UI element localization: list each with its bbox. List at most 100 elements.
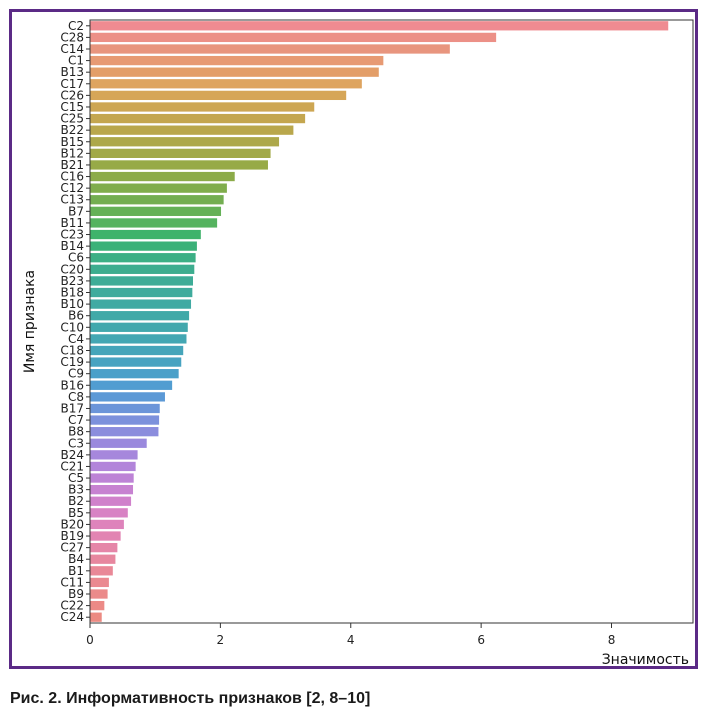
bar-c22 (90, 600, 105, 611)
bar-b24 (90, 450, 138, 460)
y-tick-label: B22 (60, 123, 84, 137)
y-tick-label: C13 (60, 193, 84, 207)
y-tick-label: C6 (68, 251, 84, 265)
y-tick-label: B1 (68, 564, 84, 578)
y-tick-label: C12 (60, 181, 84, 195)
y-tick-label: B15 (60, 135, 84, 149)
y-tick-label: B18 (60, 286, 84, 300)
y-tick-label: B23 (60, 274, 84, 288)
bar-c24 (90, 612, 102, 622)
bar-c17 (90, 79, 362, 89)
y-tick-label: C28 (60, 30, 84, 44)
bar-b13 (90, 67, 379, 77)
y-tick-label: B19 (60, 529, 84, 543)
y-tick-label: C23 (60, 228, 84, 242)
bar-c25 (90, 113, 306, 124)
y-tick-label: C20 (60, 262, 84, 276)
y-tick-label: C8 (68, 390, 84, 404)
x-tick-label: 6 (477, 633, 485, 647)
bar-c23 (90, 229, 201, 240)
y-tick-label: C21 (60, 459, 84, 473)
bar-c1 (90, 55, 384, 66)
bar-c21 (90, 461, 136, 472)
bar-b12 (90, 148, 271, 158)
bar-c19 (90, 357, 182, 367)
y-tick-label: C15 (60, 100, 84, 114)
y-tick-label: C17 (60, 77, 84, 91)
y-tick-label: B14 (60, 239, 84, 253)
bar-b3 (90, 485, 134, 495)
bar-b2 (90, 496, 132, 506)
bar-c11 (90, 577, 109, 588)
y-tick-label: B11 (60, 216, 84, 230)
chart-frame: C2 C28 C14 C1 B13 C17 C26 C15 C25 B22 B15 B12 B21 C16… (9, 9, 698, 669)
plot-area-border (89, 19, 694, 624)
bar-c5 (90, 473, 134, 483)
figure-caption: Рис. 2. Информативность признаков [2, 8–… (10, 690, 371, 707)
y-tick-label: C22 (60, 599, 84, 613)
y-tick-label: B20 (60, 517, 84, 531)
bar-c13 (90, 195, 224, 205)
y-tick-label: B13 (60, 65, 84, 79)
bar-c6 (90, 253, 196, 263)
bar-c8 (90, 392, 165, 402)
bar-b7 (90, 206, 222, 216)
bar-b16 (90, 380, 173, 390)
bar-b6 (90, 311, 190, 321)
y-tick-label: B12 (60, 146, 84, 160)
bar-b22 (90, 125, 294, 135)
x-tick-label: 8 (608, 633, 616, 647)
bar-c28 (90, 32, 497, 43)
bar-c10 (90, 322, 188, 332)
bar-c7 (90, 415, 160, 425)
bar-b11 (90, 218, 218, 228)
bar-c3 (90, 438, 147, 448)
y-tick-label: B21 (60, 158, 84, 172)
y-tick-label: C9 (68, 367, 84, 381)
bar-b20 (90, 519, 124, 530)
y-axis-title: Имя признака (22, 270, 38, 373)
x-tick-label: 2 (217, 633, 225, 647)
y-tick-label: B16 (60, 378, 84, 392)
bar-c20 (90, 264, 195, 274)
y-tick-label: B10 (60, 297, 84, 311)
bar-c18 (90, 345, 184, 356)
bar-b19 (90, 531, 121, 541)
bar-c9 (90, 369, 179, 379)
y-tick-label: C1 (68, 54, 84, 68)
y-tick-label: C5 (68, 471, 84, 485)
bar-c16 (90, 171, 235, 182)
bar-b21 (90, 160, 268, 170)
y-tick-label: B6 (68, 309, 84, 323)
y-tick-label: B17 (60, 401, 84, 415)
y-tick-label: C10 (60, 320, 84, 334)
bar-b14 (90, 241, 197, 251)
y-tick-label: C26 (60, 88, 84, 102)
bar-b18 (90, 287, 193, 298)
bar-b1 (90, 566, 113, 576)
y-tick-label: C3 (68, 436, 84, 450)
y-tick-label: C25 (60, 112, 84, 126)
y-tick-label: C18 (60, 343, 84, 357)
y-tick-label: C7 (68, 413, 84, 427)
bar-chart: C2C28C14C1B13C17C26C15C25B22B15B12B21C16… (22, 19, 694, 666)
x-axis-title: Значимость (602, 652, 689, 666)
y-tick-label: C14 (60, 42, 84, 56)
x-tick-label: 4 (347, 633, 355, 647)
y-tick-label: B8 (68, 425, 84, 439)
y-tick-label: C16 (60, 170, 84, 184)
y-tick-label: B24 (60, 448, 84, 462)
y-tick-label: B3 (68, 483, 84, 497)
bar-b5 (90, 508, 128, 518)
y-tick-label: C11 (60, 575, 84, 589)
bar-c2 (90, 21, 669, 31)
bar-c26 (90, 90, 347, 101)
bar-c12 (90, 183, 227, 193)
bar-c4 (90, 334, 187, 344)
bar-b8 (90, 427, 159, 437)
y-tick-label: B9 (68, 587, 84, 601)
y-tick-label: C24 (60, 610, 84, 624)
bar-c15 (90, 102, 315, 112)
y-tick-label: C4 (68, 332, 84, 346)
bar-c27 (90, 542, 118, 553)
